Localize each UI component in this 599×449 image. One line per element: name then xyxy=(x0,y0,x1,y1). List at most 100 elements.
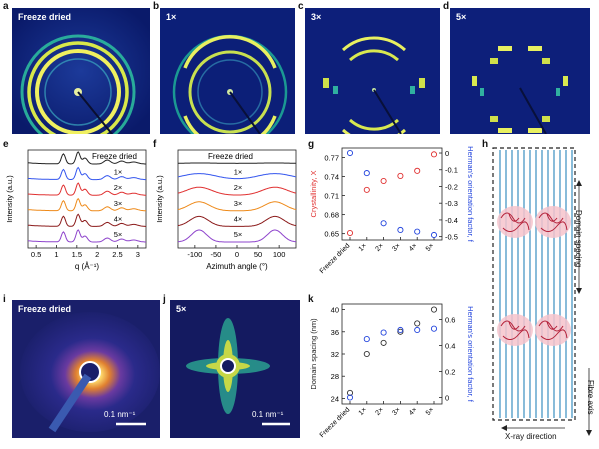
x-tick-label: 5× xyxy=(425,406,436,417)
y2-tick-label: -0.1 xyxy=(445,166,458,175)
data-point xyxy=(347,150,352,155)
y1-axis-label: Crystallinity, X xyxy=(309,171,318,218)
x-tick-label: 4× xyxy=(408,242,419,253)
x-tick-label: Freeze dried xyxy=(319,406,352,439)
image-label: 3× xyxy=(311,12,321,22)
y2-tick-label: -0.4 xyxy=(445,216,458,225)
series-line xyxy=(28,199,146,211)
panel-letter-b: b xyxy=(153,1,159,12)
x-tick-label: 2 xyxy=(95,250,99,259)
series-line xyxy=(28,214,146,226)
y2-tick-label: -0.2 xyxy=(445,182,458,191)
y2-tick-label: -0.5 xyxy=(445,233,458,242)
image-label: 5× xyxy=(456,12,466,22)
y1-tick-label: 28 xyxy=(331,372,339,381)
x-tick-label: -50 xyxy=(211,250,222,259)
image-label: Freeze dried xyxy=(18,304,71,314)
x-tick-label: Freeze dried xyxy=(319,242,352,275)
waxs-image-freeze-dried: Freeze dried xyxy=(12,8,150,134)
scale-bar-label: 0.1 nm⁻¹ xyxy=(104,410,135,419)
data-point xyxy=(415,229,420,234)
saxs-image-5x: 5× 0.1 nm⁻¹ xyxy=(170,300,300,438)
image-label: 5× xyxy=(176,304,186,314)
x-tick-label: 1 xyxy=(54,250,58,259)
y-axis-label: Intensity (a.u.) xyxy=(5,175,14,223)
x-tick-label: 100 xyxy=(273,250,286,259)
y2-tick-label: 0 xyxy=(445,149,449,158)
image-label: 1× xyxy=(166,12,176,22)
data-point xyxy=(415,327,420,332)
fibre-axis-label: Fibre axis xyxy=(586,380,595,415)
panel-letter-a: a xyxy=(3,1,9,12)
x-tick-label: 2× xyxy=(374,242,385,253)
y1-tick-label: 36 xyxy=(331,328,339,337)
data-point xyxy=(364,170,369,175)
domain-spacing-label: Domain spacing xyxy=(574,210,583,267)
y1-tick-label: 0.68 xyxy=(324,211,339,220)
panel-letter-i: i xyxy=(3,294,6,305)
data-point xyxy=(398,173,403,178)
data-point xyxy=(364,351,369,356)
y1-tick-label: 0.77 xyxy=(324,154,339,163)
data-point xyxy=(364,336,369,341)
series-line xyxy=(28,183,146,195)
y1-tick-label: 32 xyxy=(331,350,339,359)
x-tick-label: 5× xyxy=(425,242,436,253)
y2-tick-label: 0.2 xyxy=(445,368,455,377)
xray-direction-label: X-ray direction xyxy=(505,432,557,441)
data-point xyxy=(431,152,436,157)
series-line xyxy=(28,168,146,180)
y2-tick-label: -0.3 xyxy=(445,199,458,208)
x-tick-label: 50 xyxy=(254,250,262,259)
series-label: 4× xyxy=(114,214,123,223)
y2-axis-label: Herman's orientation factor, f xyxy=(466,146,474,243)
image-label: Freeze dried xyxy=(18,12,71,22)
series-label: 3× xyxy=(234,199,243,208)
panel-letter-c: c xyxy=(298,1,304,12)
data-point xyxy=(431,307,436,312)
y2-tick-label: 0.4 xyxy=(445,342,455,351)
y1-tick-label: 0.65 xyxy=(324,230,339,239)
y1-tick-label: 40 xyxy=(331,306,339,315)
data-point xyxy=(431,232,436,237)
series-label: Freeze dried xyxy=(92,152,137,161)
panel-letter-j: j xyxy=(163,294,166,305)
x-tick-label: 0.5 xyxy=(31,250,41,259)
y2-tick-label: 0 xyxy=(445,394,449,403)
y1-tick-label: 24 xyxy=(331,394,339,403)
x-tick-label: 3 xyxy=(136,250,140,259)
data-point xyxy=(415,168,420,173)
x-tick-label: 1× xyxy=(358,406,369,417)
series-label: 1× xyxy=(234,168,243,177)
x-tick-label: 3× xyxy=(391,406,402,417)
series-label: 4× xyxy=(234,214,243,223)
data-point xyxy=(364,187,369,192)
waxs-image-1x: 1× xyxy=(160,8,295,134)
x-axis-label: q (Å⁻¹) xyxy=(75,262,100,271)
x-axis-label: Azimuth angle (°) xyxy=(206,262,268,271)
waxs-image-3x: 3× xyxy=(305,8,440,134)
data-point xyxy=(381,221,386,226)
x-tick-label: 1.5 xyxy=(72,250,82,259)
y-axis-label: Intensity (a.u.) xyxy=(155,175,164,223)
x-tick-label: 4× xyxy=(408,406,419,417)
plot-frame xyxy=(28,150,146,248)
x-tick-label: 2.5 xyxy=(112,250,122,259)
x-tick-label: 0 xyxy=(235,250,239,259)
x-tick-label: 3× xyxy=(391,242,402,253)
y2-tick-label: 0.6 xyxy=(445,316,455,325)
saxs-image-freeze-dried: Freeze dried 0.1 nm⁻¹ xyxy=(12,300,160,438)
data-point xyxy=(381,340,386,345)
data-point xyxy=(381,178,386,183)
fibre-schematic: Domain spacing Fibre axis X-ray directio… xyxy=(485,140,599,444)
data-point xyxy=(347,230,352,235)
data-point xyxy=(431,326,436,331)
data-point xyxy=(415,321,420,326)
series-line xyxy=(28,230,146,242)
chart-e-intensity-vs-q: 0.5 1 1.5 2 2.5 3 q (Å⁻¹) Intensity (a.u.) Freez… xyxy=(0,140,150,275)
plot-frame xyxy=(342,304,442,404)
panel-letter-d: d xyxy=(443,1,449,12)
